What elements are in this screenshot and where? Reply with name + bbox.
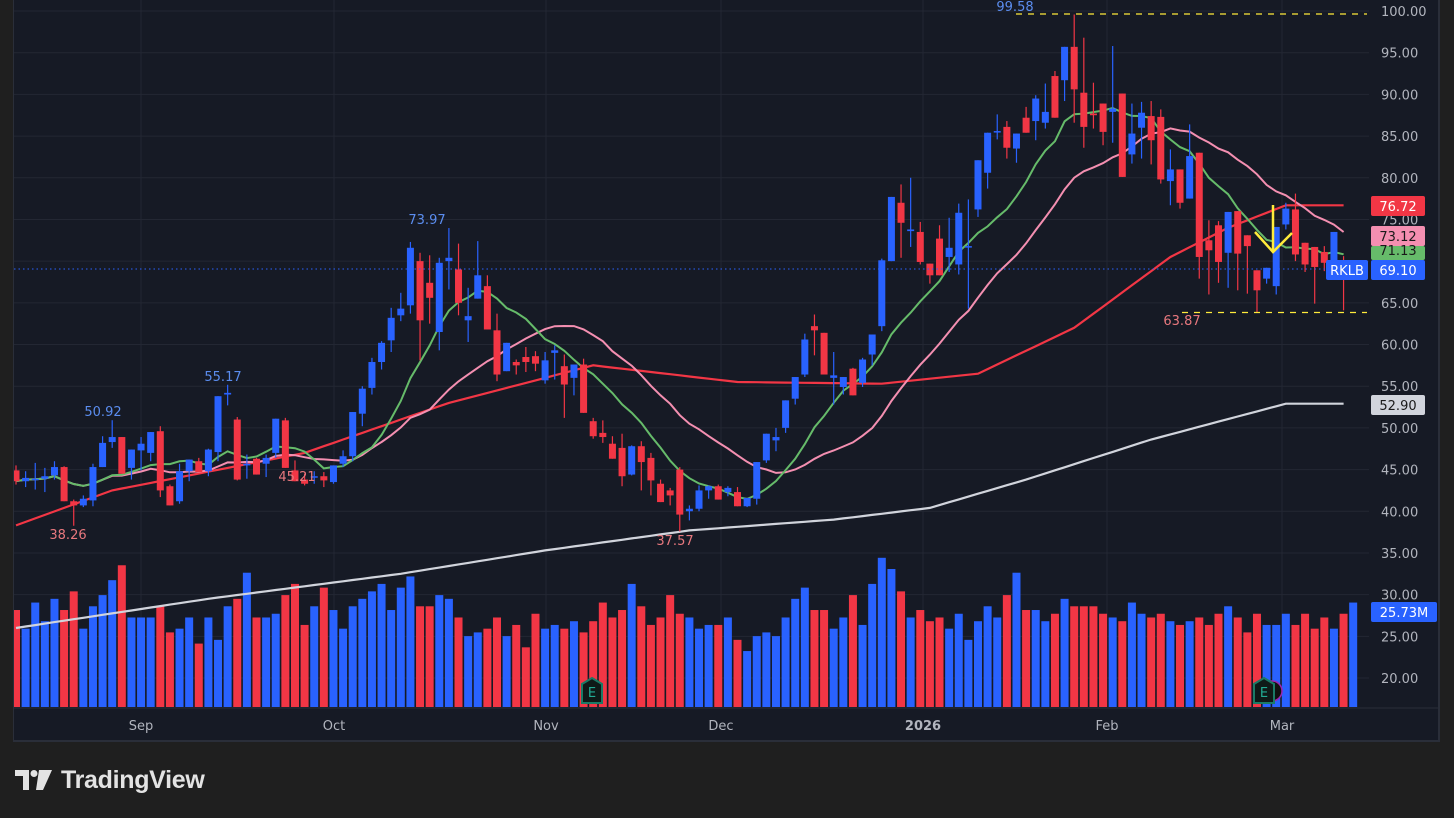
volume-badge: 25.73M — [1371, 602, 1437, 622]
price-tick: 60.00 — [1381, 339, 1418, 354]
svg-text:69.10: 69.10 — [1379, 264, 1416, 279]
time-tick: Sep — [129, 719, 154, 734]
price-badge: 69.10 — [1371, 260, 1425, 280]
time-axis[interactable]: Sep Oct Nov Dec 2026 Feb Mar — [14, 707, 1440, 734]
price-tick: 90.00 — [1381, 88, 1418, 103]
tradingview-logo[interactable]: TradingView — [15, 766, 205, 795]
price-tick: 30.00 — [1381, 589, 1418, 604]
price-tick: 40.00 — [1381, 505, 1418, 520]
annotation-low: 38.26 — [49, 528, 86, 543]
time-tick: Mar — [1270, 719, 1295, 734]
time-tick: 2026 — [905, 719, 941, 734]
ma-fast-badge: 71.13 — [1371, 244, 1425, 260]
tradingview-logo-text: TradingView — [61, 766, 205, 794]
price-tick: 65.00 — [1381, 297, 1418, 312]
time-tick: Feb — [1095, 719, 1118, 734]
ma-mid-badge: 73.12 — [1371, 226, 1425, 246]
price-tick: 50.00 — [1381, 422, 1418, 437]
svg-text:76.72: 76.72 — [1379, 200, 1416, 215]
time-tick: Oct — [323, 719, 345, 734]
yellow-arrow-annotation — [1254, 205, 1293, 254]
svg-text:52.90: 52.90 — [1379, 399, 1416, 414]
annotation-high: 73.97 — [408, 213, 445, 228]
svg-text:RKLB: RKLB — [1330, 264, 1364, 279]
earnings-marker[interactable]: E — [1253, 676, 1283, 704]
chart-panel[interactable]: 50.92 55.17 73.97 99.58 38.26 45.21 37.57 63.87… — [13, 0, 1440, 742]
ma-slow-badge: 76.72 — [1371, 196, 1425, 216]
time-tick: Dec — [708, 719, 733, 734]
tradingview-logo-icon — [15, 769, 52, 790]
annotation-high: 55.17 — [204, 370, 241, 385]
price-tick: 100.00 — [1381, 5, 1427, 20]
svg-text:E: E — [1260, 686, 1268, 701]
svg-text:E: E — [588, 686, 596, 701]
price-tick: 45.00 — [1381, 464, 1418, 479]
price-tick: 85.00 — [1381, 130, 1418, 145]
horizontal-levels — [14, 13, 1367, 314]
candlesticks — [14, 14, 1348, 532]
price-chart[interactable]: 50.92 55.17 73.97 99.58 38.26 45.21 37.57 63.87… — [14, 0, 1440, 742]
time-tick: Nov — [533, 719, 559, 734]
price-tick: 20.00 — [1381, 672, 1418, 687]
price-tick: 25.00 — [1381, 630, 1418, 645]
symbol-badge: RKLB — [1326, 260, 1368, 280]
annotation-high: 50.92 — [84, 405, 121, 420]
annotation-high: 99.58 — [996, 0, 1033, 15]
ma200-badge: 52.90 — [1371, 395, 1425, 415]
svg-text:71.13: 71.13 — [1379, 244, 1416, 259]
grid-lines — [14, 0, 1369, 707]
earnings-marker[interactable]: E — [581, 676, 603, 704]
price-tick: 55.00 — [1381, 380, 1418, 395]
annotation-low: 63.87 — [1163, 314, 1200, 329]
price-tick: 75.00 — [1381, 213, 1418, 228]
ma200-line — [15, 402, 1344, 630]
annotation-low: 37.57 — [656, 534, 693, 549]
volume-bars — [14, 557, 1358, 707]
annotation-low: 45.21 — [278, 470, 315, 485]
svg-text:25.73M: 25.73M — [1380, 606, 1428, 621]
price-tick: 95.00 — [1381, 47, 1418, 62]
high-low-annotations: 50.92 55.17 73.97 99.58 38.26 45.21 37.57 63.87 — [49, 0, 1200, 549]
moving-average-lines — [15, 106, 1345, 527]
price-tick: 80.00 — [1381, 172, 1418, 187]
price-tick: 35.00 — [1381, 547, 1418, 562]
price-axis[interactable]: 100.0095.0090.0085.0080.0075.0070.0065.0… — [1381, 5, 1427, 687]
svg-text:73.12: 73.12 — [1379, 230, 1416, 245]
